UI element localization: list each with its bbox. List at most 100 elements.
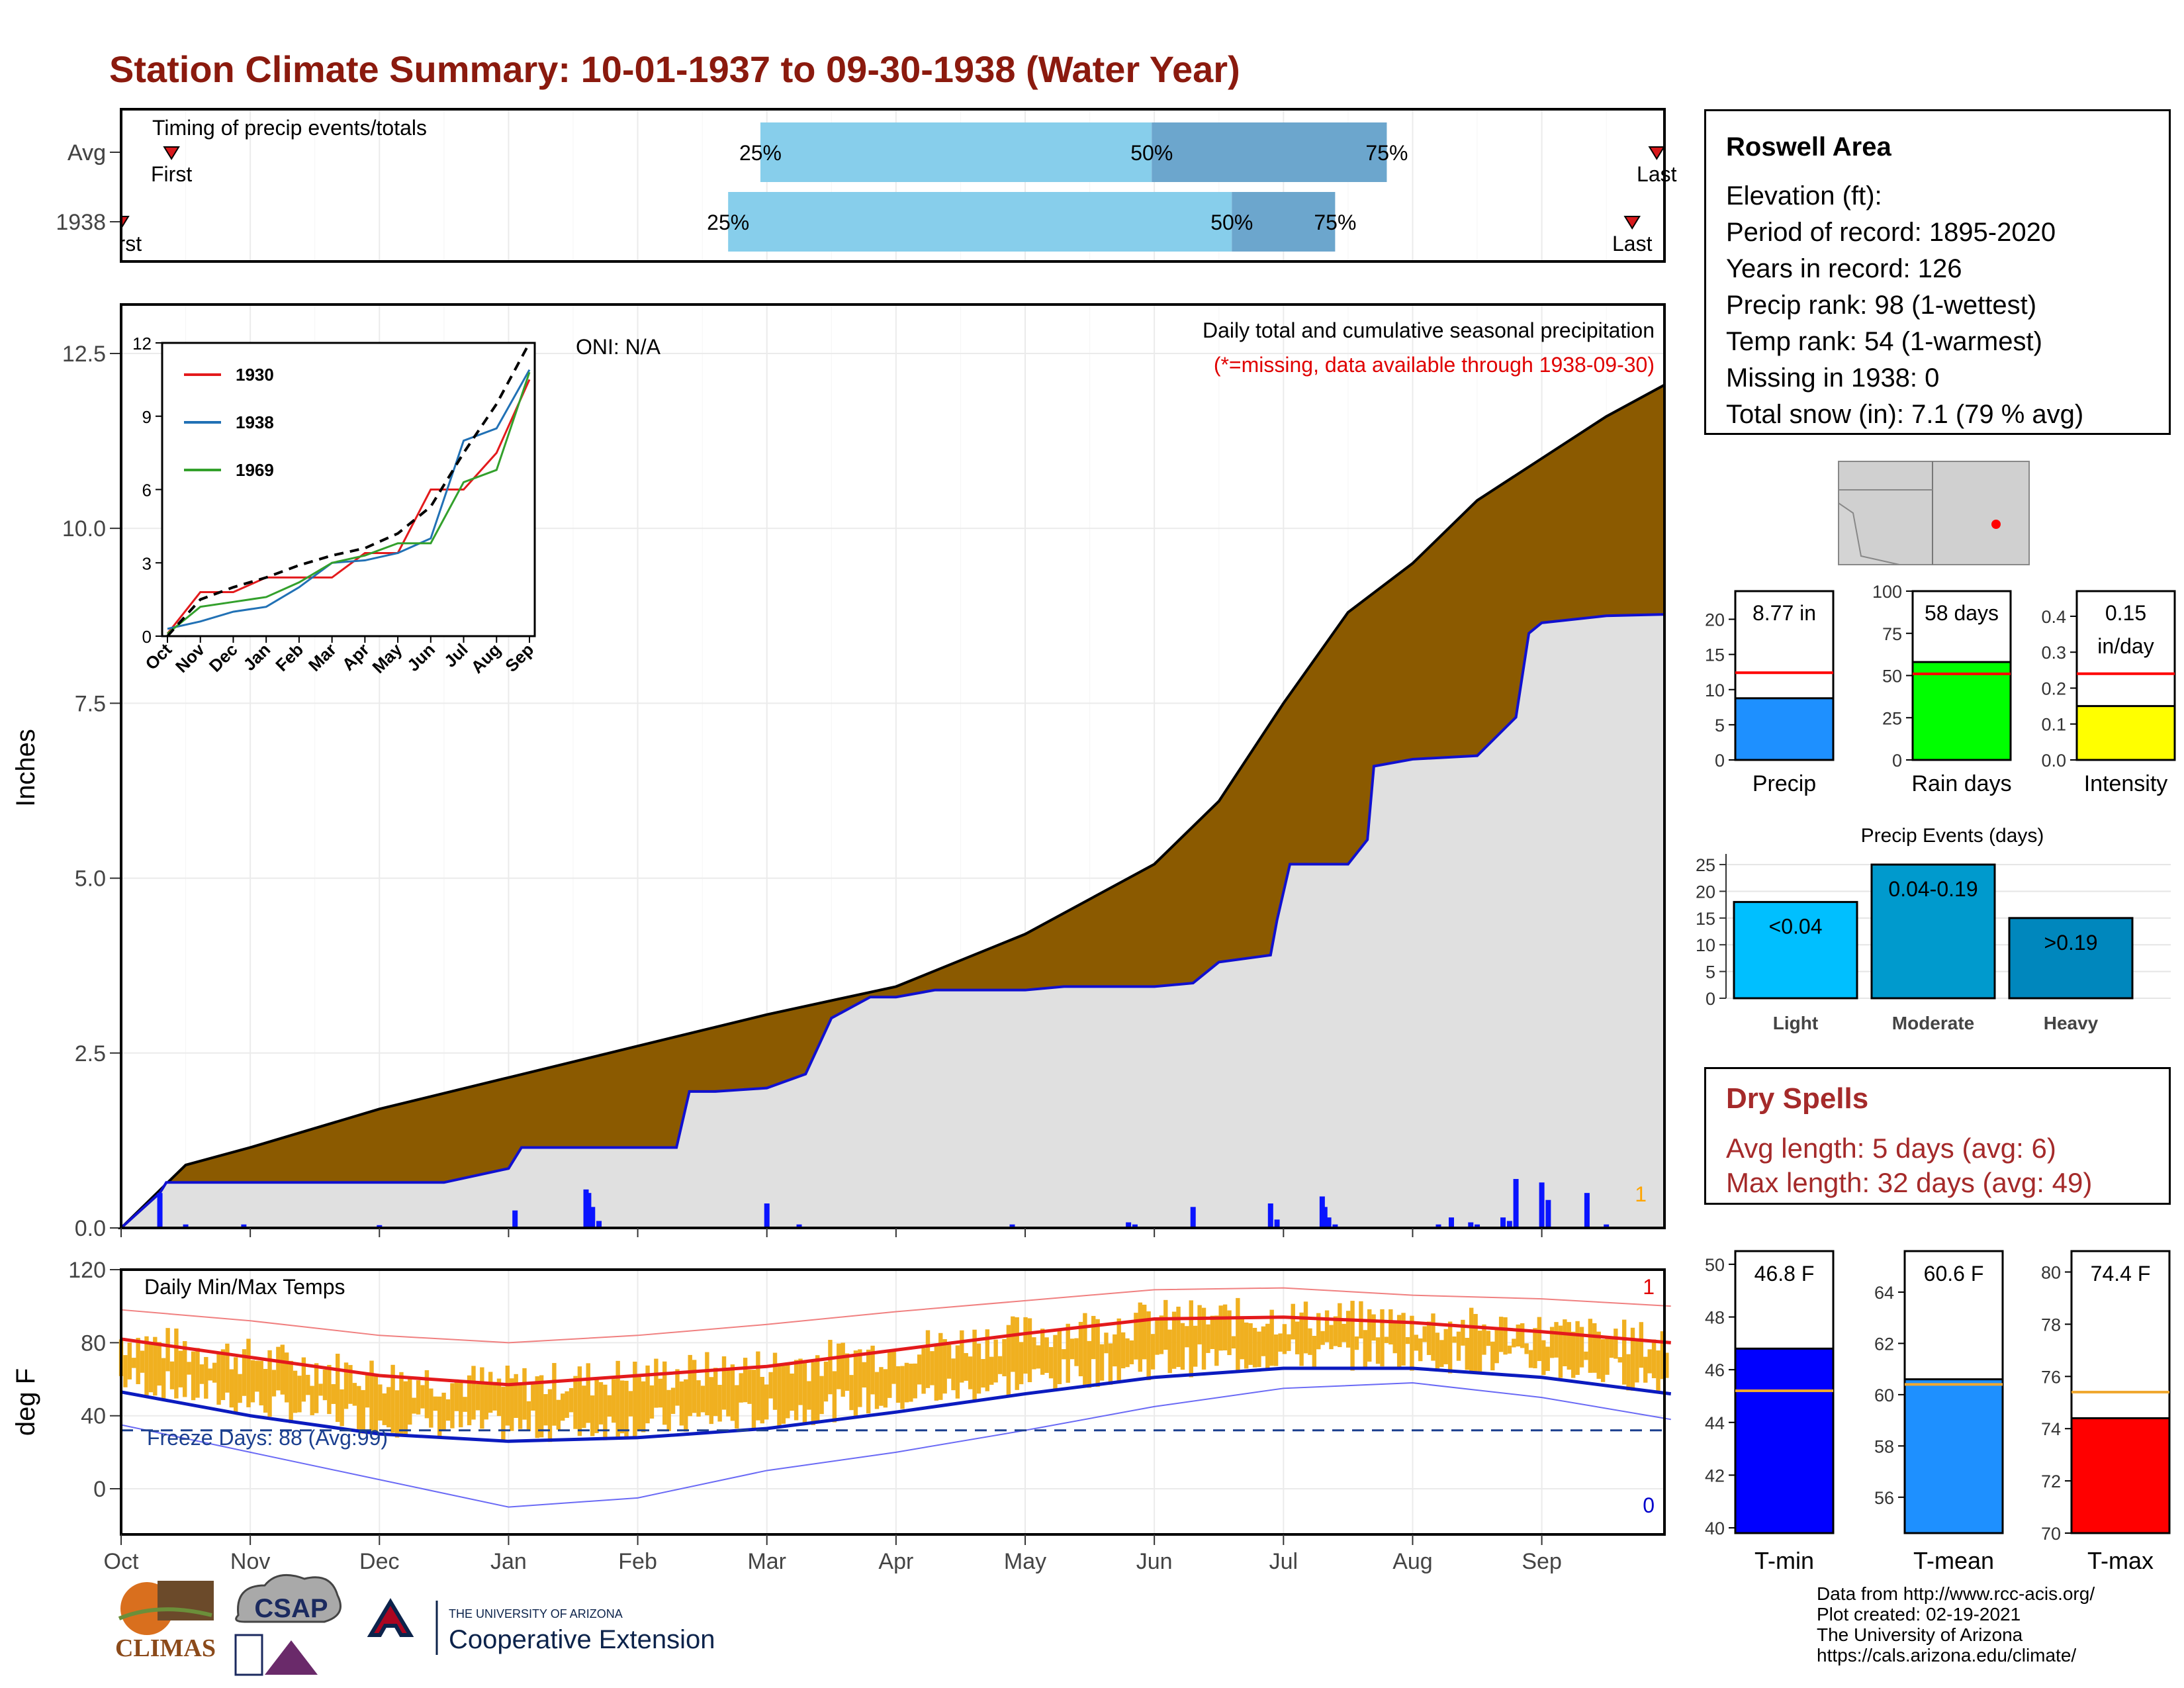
daily-temp-bar bbox=[1324, 1310, 1330, 1342]
daily-temp-bar bbox=[955, 1345, 960, 1399]
temp-summary-y-tick-label: 62 bbox=[1874, 1334, 1894, 1354]
mini-y-tick-label: 75 bbox=[1882, 624, 1902, 644]
mini-y-tick-label: 50 bbox=[1882, 667, 1902, 686]
daily-temp-bar bbox=[216, 1354, 221, 1405]
y-tick-label: 120 bbox=[68, 1258, 106, 1283]
daily-temp-bar bbox=[459, 1380, 463, 1428]
daily-temp-bar bbox=[1545, 1346, 1550, 1372]
temp-summary-y-tick-label: 50 bbox=[1705, 1255, 1725, 1275]
daily-temp-bar bbox=[1320, 1331, 1325, 1345]
daily-temp-bar bbox=[1113, 1334, 1117, 1367]
inset-y-tick-label: 12 bbox=[132, 334, 152, 353]
daily-temp-bar bbox=[726, 1368, 731, 1417]
daily-temp-bar bbox=[365, 1372, 370, 1408]
daily-temp-bar bbox=[721, 1356, 727, 1410]
daily-temp-bar bbox=[1563, 1319, 1567, 1366]
daily-temp-bar bbox=[480, 1367, 484, 1429]
daily-temp-bar bbox=[942, 1338, 947, 1394]
temp-bottom-count: 0 bbox=[1643, 1493, 1655, 1517]
daily-temp-bar bbox=[751, 1370, 756, 1429]
ua-small-text: THE UNIVERSITY OF ARIZONA bbox=[449, 1607, 623, 1620]
daily-precip-bar bbox=[1326, 1217, 1332, 1228]
temp-summary-y-tick-label: 58 bbox=[1874, 1436, 1894, 1456]
daily-temp-bar bbox=[403, 1381, 408, 1434]
daily-temp-bar bbox=[913, 1363, 917, 1399]
clip-mask bbox=[0, 185, 121, 261]
daily-temp-bar bbox=[760, 1376, 764, 1424]
daily-precip-bar bbox=[1009, 1224, 1015, 1228]
daily-temp-bar bbox=[195, 1348, 200, 1398]
daily-temp-bar bbox=[1414, 1335, 1419, 1351]
daily-temp-bar bbox=[1265, 1323, 1270, 1369]
daily-temp-bar bbox=[1023, 1317, 1028, 1374]
daily-temp-bar bbox=[1062, 1349, 1066, 1360]
timing-75-label: 75% bbox=[1314, 211, 1356, 234]
daily-temp-bar bbox=[615, 1360, 620, 1438]
csap-cloud-icon bbox=[235, 1573, 341, 1623]
daily-temp-bar bbox=[811, 1362, 815, 1425]
month-label: Jul bbox=[1269, 1549, 1298, 1574]
info-period: Period of record: 1895-2020 bbox=[1726, 218, 2056, 247]
daily-temp-bar bbox=[1303, 1301, 1308, 1354]
daily-temp-bar bbox=[140, 1350, 145, 1373]
daily-temp-bar bbox=[1231, 1336, 1236, 1349]
daily-temp-bar bbox=[1269, 1309, 1274, 1366]
daily-temp-bar bbox=[1252, 1327, 1257, 1368]
daily-temp-bar bbox=[535, 1376, 539, 1438]
timing-50-label: 50% bbox=[1130, 141, 1173, 165]
daily-temp-bar bbox=[802, 1362, 807, 1423]
mini-y-tick-label: 0 bbox=[1892, 751, 1902, 771]
daily-temp-bar bbox=[1308, 1328, 1312, 1355]
daily-temp-bar bbox=[790, 1373, 794, 1411]
daily-temp-bar bbox=[794, 1360, 799, 1421]
daily-temp-bar bbox=[1533, 1328, 1537, 1369]
daily-temp-bar bbox=[1422, 1326, 1427, 1342]
daily-temp-bar bbox=[1469, 1307, 1474, 1372]
daily-temp-bar bbox=[518, 1383, 523, 1429]
mini-y-tick-label: 0.4 bbox=[2041, 607, 2066, 627]
station-name: Roswell Area bbox=[1726, 132, 1891, 162]
event-bar-label: >0.19 bbox=[2044, 931, 2098, 955]
y-tick-label: 7.5 bbox=[75, 691, 106, 716]
temp-summary-value-label: 74.4 F bbox=[2091, 1262, 2151, 1286]
daily-temp-bar bbox=[1159, 1315, 1164, 1354]
daily-temp-bar bbox=[416, 1380, 421, 1415]
daily-temp-bar bbox=[1617, 1357, 1622, 1363]
temp-summary-bar bbox=[2070, 1417, 2171, 1534]
daily-temp-bar bbox=[1503, 1317, 1508, 1355]
daily-temp-bar bbox=[1396, 1315, 1402, 1368]
daily-temp-bar bbox=[1614, 1329, 1618, 1359]
daily-temp-bar bbox=[1087, 1340, 1091, 1388]
daily-temp-bar bbox=[964, 1353, 968, 1381]
daily-temp-bar bbox=[229, 1369, 234, 1408]
daily-temp-bar bbox=[1295, 1321, 1300, 1354]
temp-summary-y-tick-label: 64 bbox=[1874, 1283, 1894, 1303]
temp-summary-value-label: 46.8 F bbox=[1754, 1262, 1815, 1286]
daily-temp-bar bbox=[187, 1362, 191, 1375]
daily-temp-bar bbox=[1643, 1356, 1648, 1383]
last-label: Last bbox=[1637, 162, 1677, 186]
daily-temp-bar bbox=[823, 1361, 829, 1402]
y-tick-label: 5.0 bbox=[75, 867, 106, 892]
daily-temp-bar bbox=[1189, 1300, 1193, 1378]
daily-precip-bar bbox=[183, 1224, 189, 1228]
daily-temp-bar bbox=[862, 1362, 866, 1388]
daily-temp-bar bbox=[1287, 1334, 1291, 1351]
daily-temp-bar bbox=[463, 1397, 467, 1412]
ua-a-icon bbox=[367, 1598, 414, 1637]
temp-title-label: Daily Min/Max Temps bbox=[144, 1275, 345, 1299]
daily-temp-bar bbox=[1371, 1314, 1376, 1341]
daily-temp-bar bbox=[242, 1349, 247, 1396]
daily-temp-bar bbox=[1494, 1328, 1499, 1364]
daily-temp-bar bbox=[764, 1384, 769, 1420]
daily-temp-bar bbox=[1066, 1323, 1070, 1383]
page-title: Station Climate Summary: 10-01-1937 to 0… bbox=[109, 48, 1240, 90]
precip-caption: Daily total and cumulative seasonal prec… bbox=[1203, 318, 1655, 342]
daily-temp-bar bbox=[178, 1350, 183, 1387]
daily-precip-bar bbox=[1584, 1193, 1590, 1228]
mini-y-tick-label: 5 bbox=[1715, 716, 1725, 735]
daily-temp-bar bbox=[1461, 1319, 1465, 1346]
daily-temp-bar bbox=[1011, 1316, 1015, 1372]
first-label: First bbox=[151, 162, 192, 186]
